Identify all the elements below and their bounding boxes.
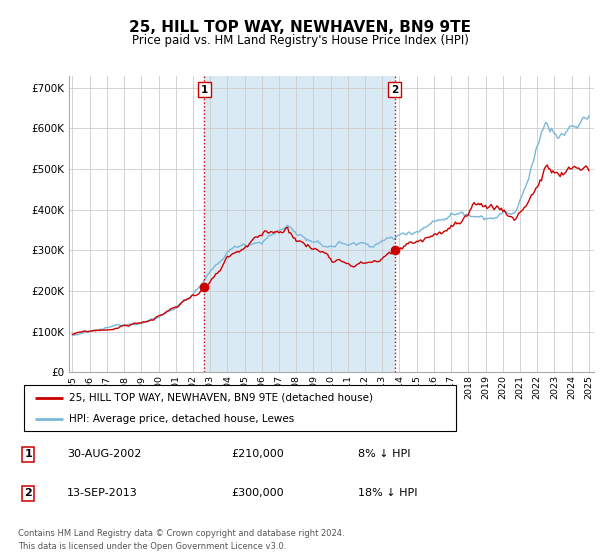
Text: 25, HILL TOP WAY, NEWHAVEN, BN9 9TE (detached house): 25, HILL TOP WAY, NEWHAVEN, BN9 9TE (det… bbox=[70, 393, 373, 403]
Text: 25, HILL TOP WAY, NEWHAVEN, BN9 9TE: 25, HILL TOP WAY, NEWHAVEN, BN9 9TE bbox=[129, 20, 471, 35]
Text: This data is licensed under the Open Government Licence v3.0.: This data is licensed under the Open Gov… bbox=[18, 542, 286, 550]
Text: 13-SEP-2013: 13-SEP-2013 bbox=[67, 488, 137, 498]
Text: 1: 1 bbox=[24, 449, 32, 459]
Text: Contains HM Land Registry data © Crown copyright and database right 2024.: Contains HM Land Registry data © Crown c… bbox=[18, 529, 344, 538]
Text: Price paid vs. HM Land Registry's House Price Index (HPI): Price paid vs. HM Land Registry's House … bbox=[131, 34, 469, 46]
Bar bbox=[205, 76, 394, 372]
FancyBboxPatch shape bbox=[24, 385, 456, 431]
Text: 30-AUG-2002: 30-AUG-2002 bbox=[67, 449, 141, 459]
Text: £300,000: £300,000 bbox=[231, 488, 284, 498]
Text: 8% ↓ HPI: 8% ↓ HPI bbox=[358, 449, 410, 459]
Text: £210,000: £210,000 bbox=[231, 449, 284, 459]
Text: 1: 1 bbox=[201, 85, 208, 95]
Text: HPI: Average price, detached house, Lewes: HPI: Average price, detached house, Lewe… bbox=[70, 414, 295, 424]
Text: 18% ↓ HPI: 18% ↓ HPI bbox=[358, 488, 417, 498]
Text: 2: 2 bbox=[391, 85, 398, 95]
Text: 2: 2 bbox=[24, 488, 32, 498]
